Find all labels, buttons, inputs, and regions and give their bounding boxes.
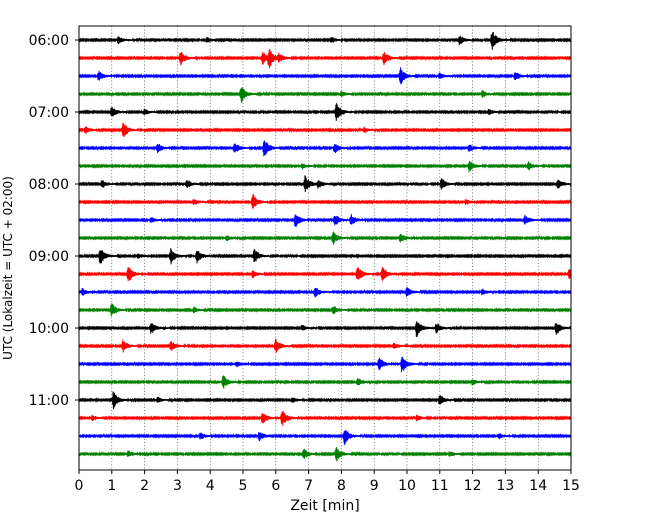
x-tick-label: 13 xyxy=(496,478,514,494)
x-tick-label: 3 xyxy=(173,478,182,494)
x-gridlines xyxy=(111,26,539,470)
x-tick-label: 7 xyxy=(304,478,313,494)
seismic-trace xyxy=(78,375,572,389)
seismic-trace xyxy=(78,140,572,157)
seismic-trace xyxy=(78,356,572,373)
y-axis-label: UTC (Lokalzeit = UTC + 02:00) xyxy=(1,176,15,360)
seismic-trace xyxy=(78,429,572,446)
seismic-trace xyxy=(78,447,572,462)
x-tick-label: 12 xyxy=(464,478,482,494)
y-tick-label: 10:00 xyxy=(29,321,69,337)
y-axis-ticks: 06:00 07:00 08:00 09:00 10:00 11:00 xyxy=(29,33,79,409)
x-tick-label: 5 xyxy=(239,478,248,494)
seismic-trace xyxy=(78,248,572,265)
y-tick-label: 11:00 xyxy=(29,393,69,409)
seismic-trace xyxy=(78,161,572,173)
x-tick-label: 10 xyxy=(398,478,416,494)
seismic-trace xyxy=(78,266,572,281)
y-tick-label: 08:00 xyxy=(29,177,69,193)
seismic-trace xyxy=(78,231,572,245)
seismic-trace xyxy=(78,321,572,338)
x-tick-label: 0 xyxy=(75,478,84,494)
x-tick-label: 1 xyxy=(107,478,116,494)
seismic-trace xyxy=(78,287,572,298)
seismic-trace xyxy=(78,48,572,69)
seismic-trace xyxy=(78,87,572,103)
x-axis-ticks: 0 1 2 3 4 5 6 7 8 9 10 11 12 13 14 15 xyxy=(75,470,580,494)
seismic-trace xyxy=(78,410,572,426)
x-tick-label: 2 xyxy=(140,478,149,494)
x-tick-label: 9 xyxy=(370,478,379,494)
x-tick-label: 8 xyxy=(337,478,346,494)
seismic-trace xyxy=(78,175,572,192)
seismic-trace xyxy=(78,67,572,85)
x-tick-label: 14 xyxy=(529,478,547,494)
seismic-trace xyxy=(78,214,572,227)
seismic-trace xyxy=(78,303,572,317)
x-tick-label: 4 xyxy=(206,478,215,494)
y-tick-label: 07:00 xyxy=(29,105,69,121)
y-tick-label: 06:00 xyxy=(29,33,69,49)
seismic-trace xyxy=(78,103,572,121)
x-axis-label: Zeit [min] xyxy=(290,498,359,514)
x-tick-label: 15 xyxy=(562,478,580,494)
seismic-trace xyxy=(78,338,572,353)
seismic-traces xyxy=(78,31,572,462)
y-tick-label: 09:00 xyxy=(29,249,69,265)
seismic-trace xyxy=(78,194,572,209)
x-tick-label: 6 xyxy=(271,478,280,494)
seismic-trace xyxy=(78,391,572,410)
seismic-trace xyxy=(78,122,572,137)
seismic-trace xyxy=(78,31,572,50)
plot-frame xyxy=(78,25,572,471)
x-tick-label: 11 xyxy=(431,478,449,494)
